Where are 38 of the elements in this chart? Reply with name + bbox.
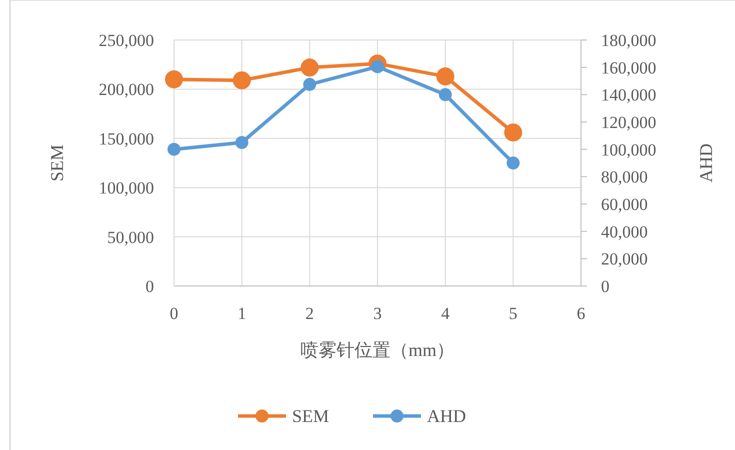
point: [300, 58, 319, 77]
y-tick-label: 50,000: [107, 228, 154, 247]
y2-tick-label: 160,000: [601, 58, 656, 78]
x-axis-title: 喷雾针位置（mm）: [300, 340, 455, 360]
point: [165, 70, 183, 88]
y2-axis-title: AHD: [696, 144, 716, 182]
y-tick-label: 250,000: [98, 31, 154, 50]
y2-tick-label: 0: [601, 277, 610, 296]
point: [235, 136, 248, 149]
point: [504, 123, 522, 142]
y2-tick-label: 80,000: [601, 168, 648, 187]
y2-tick-label: 120,000: [601, 113, 656, 132]
y-tick-label: 200,000: [98, 80, 154, 100]
y2-tick-label: 180,000: [601, 31, 656, 50]
point: [232, 71, 251, 90]
x-tick-label: 6: [576, 304, 586, 323]
y2-tick-label: 140,000: [601, 86, 656, 105]
point: [303, 78, 316, 91]
y2-tick-label: 40,000: [601, 222, 648, 242]
x-tick-label: 2: [305, 304, 314, 323]
x-tick-label: 4: [441, 304, 450, 323]
y-tick-label: 100,000: [98, 178, 154, 198]
y-tick-label: 0: [146, 277, 154, 296]
point: [506, 156, 520, 170]
y2-tick-label: 60,000: [601, 195, 648, 214]
x-tick-label: 5: [508, 304, 518, 323]
x-tick-label: 0: [170, 304, 178, 323]
x-tick-label: 1: [238, 304, 246, 323]
point: [168, 142, 180, 156]
x-tick-label: 3: [373, 304, 382, 323]
legend-label: SEM: [292, 406, 330, 426]
y-axis-title: SEM: [47, 144, 67, 182]
legend-label: AHD: [427, 406, 466, 426]
y-tick-label: 150,000: [98, 129, 154, 148]
y2-tick-label: 100,000: [601, 140, 656, 160]
point: [436, 67, 454, 86]
point: [438, 88, 452, 102]
y2-tick-label: 20,000: [601, 250, 648, 269]
